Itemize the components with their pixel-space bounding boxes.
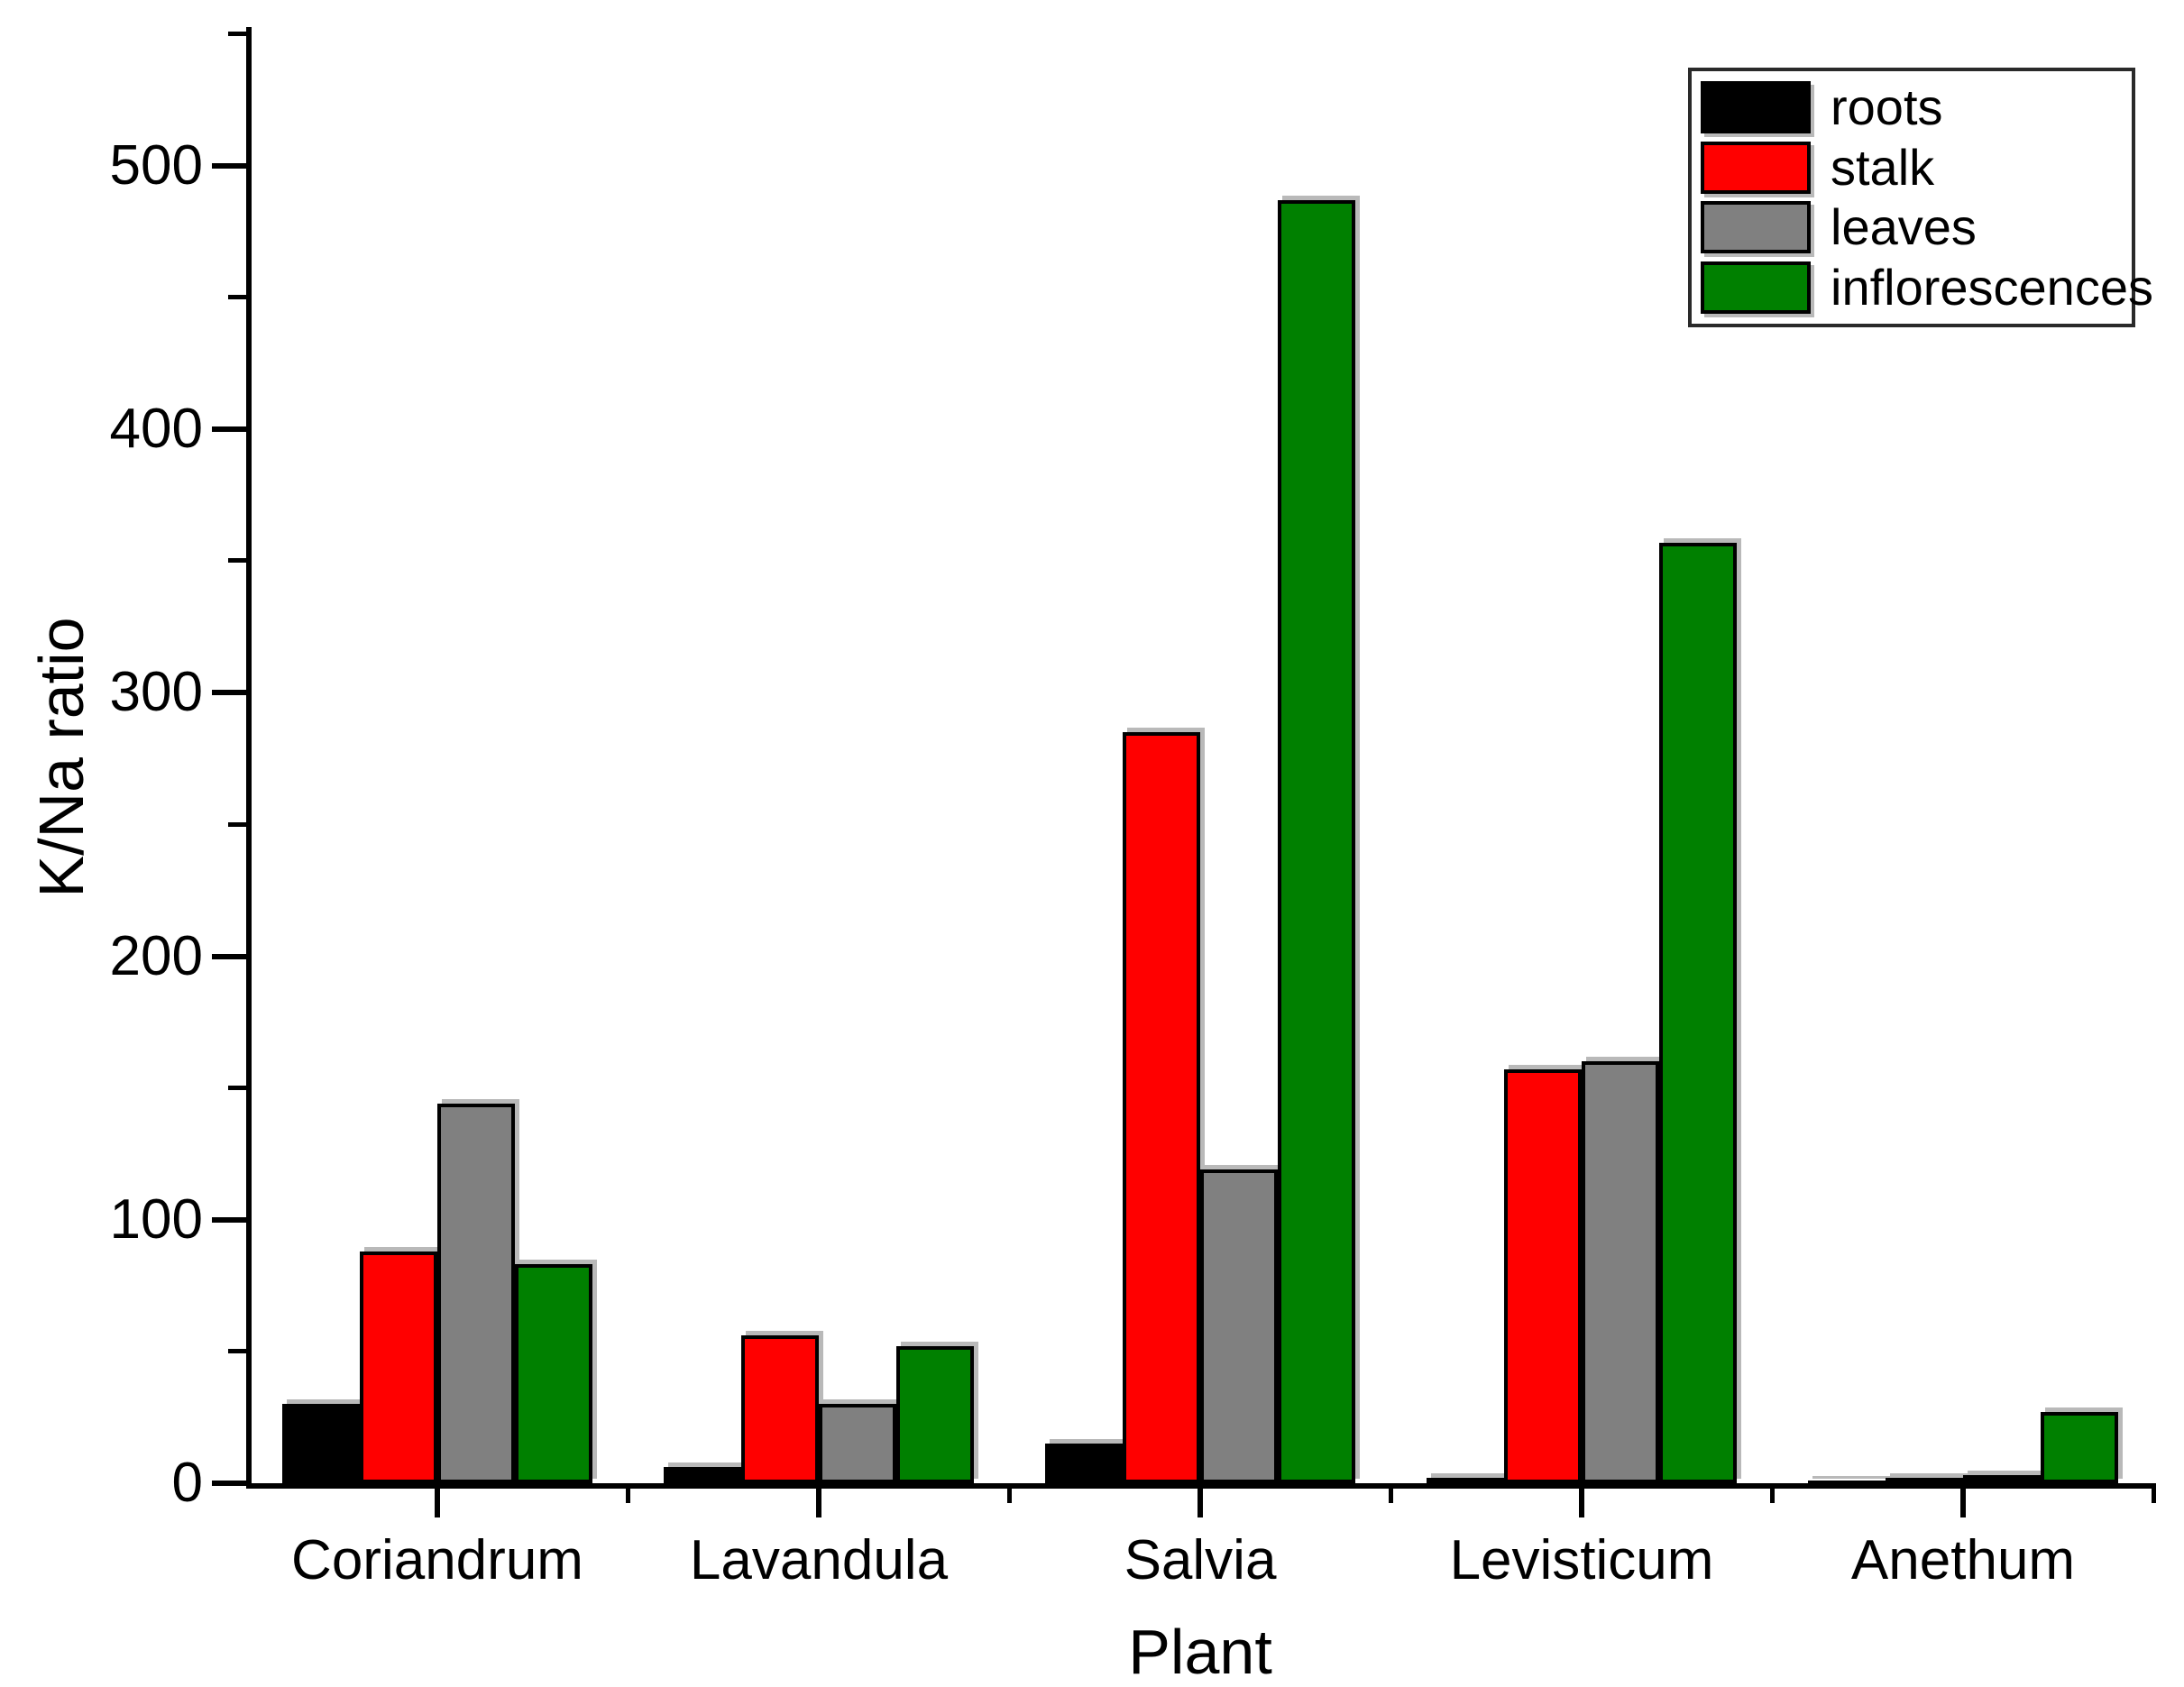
bar-inflorescences-lavandula xyxy=(896,1346,974,1483)
x-category-label: Anethum xyxy=(1850,1529,2076,1591)
x-minor-tick xyxy=(626,1483,630,1503)
x-axis-title: Plant xyxy=(1128,1617,1272,1687)
bar-leaves-salvia xyxy=(1200,1169,1278,1483)
legend-swatch-leaves xyxy=(1701,201,1811,254)
bar-stalk-salvia xyxy=(1123,732,1200,1483)
y-major-tick xyxy=(212,953,246,959)
y-minor-tick xyxy=(228,31,246,36)
legend-item-inflorescences: inflorescences xyxy=(1701,259,2153,316)
legend-label: stalk xyxy=(1831,138,1935,196)
bar-leaves-lavandula xyxy=(819,1404,896,1483)
bar-stalk-lavandula xyxy=(741,1335,819,1483)
legend-swatch-roots xyxy=(1701,81,1811,133)
bar-inflorescences-salvia xyxy=(1278,200,1355,1483)
x-major-tick xyxy=(1960,1483,1966,1517)
bar-roots-salvia xyxy=(1045,1444,1123,1483)
y-tick-label: 500 xyxy=(109,134,203,197)
bar-inflorescences-levisticum xyxy=(1659,543,1737,1483)
bar-leaves-coriandrum xyxy=(437,1104,515,1483)
bar-stalk-anethum xyxy=(1886,1478,1963,1483)
y-minor-tick xyxy=(228,821,246,827)
bar-leaves-anethum xyxy=(1963,1475,2041,1483)
x-major-tick xyxy=(1198,1483,1203,1517)
y-tick-label: 0 xyxy=(171,1452,203,1514)
y-minor-tick xyxy=(228,295,246,300)
bar-leaves-levisticum xyxy=(1582,1061,1659,1483)
legend-label: inflorescences xyxy=(1831,258,2153,316)
y-tick-label: 100 xyxy=(109,1187,203,1251)
bar-stalk-levisticum xyxy=(1504,1069,1582,1483)
y-tick-label: 200 xyxy=(109,924,203,987)
x-minor-tick xyxy=(1007,1483,1012,1503)
y-major-tick xyxy=(212,690,246,696)
legend: roots stalk leaves inflorescences xyxy=(1688,68,2153,327)
y-major-tick xyxy=(212,1216,246,1223)
y-major-tick xyxy=(212,163,246,169)
y-major-tick xyxy=(212,426,246,433)
y-axis-title: K/Na ratio xyxy=(26,617,96,898)
legend-item-roots: roots xyxy=(1701,78,2123,136)
legend-item-leaves: leaves xyxy=(1701,198,2123,256)
x-minor-tick xyxy=(2152,1483,2156,1503)
bar-inflorescences-anethum xyxy=(2041,1412,2118,1483)
bar-roots-anethum xyxy=(1808,1481,1886,1483)
x-minor-tick xyxy=(1770,1483,1775,1503)
y-minor-tick xyxy=(228,558,246,564)
y-minor-tick xyxy=(228,1085,246,1090)
x-minor-tick xyxy=(1389,1483,1393,1503)
legend-label: roots xyxy=(1831,78,1943,135)
x-major-tick xyxy=(816,1483,821,1517)
legend-item-stalk: stalk xyxy=(1701,139,2123,197)
x-category-label: Salvia xyxy=(1124,1529,1277,1591)
x-category-label: Levisticum xyxy=(1449,1529,1714,1591)
y-major-tick xyxy=(212,1481,246,1486)
bar-roots-lavandula xyxy=(664,1467,741,1483)
x-category-label: Coriandrum xyxy=(291,1529,583,1591)
legend-swatch-inflorescences xyxy=(1701,261,1811,314)
x-major-tick xyxy=(435,1483,440,1517)
legend-swatch-stalk xyxy=(1701,141,1811,194)
bar-roots-levisticum xyxy=(1427,1478,1504,1483)
y-tick-label: 400 xyxy=(109,398,203,461)
bar-roots-coriandrum xyxy=(282,1404,360,1483)
bar-inflorescences-coriandrum xyxy=(515,1264,592,1483)
y-axis-line xyxy=(246,27,252,1489)
legend-label: leaves xyxy=(1831,198,1977,256)
y-minor-tick xyxy=(228,1348,246,1353)
x-major-tick xyxy=(1579,1483,1584,1517)
bar-stalk-coriandrum xyxy=(360,1251,437,1483)
x-category-label: Lavandula xyxy=(689,1529,949,1591)
y-tick-label: 300 xyxy=(109,661,203,724)
